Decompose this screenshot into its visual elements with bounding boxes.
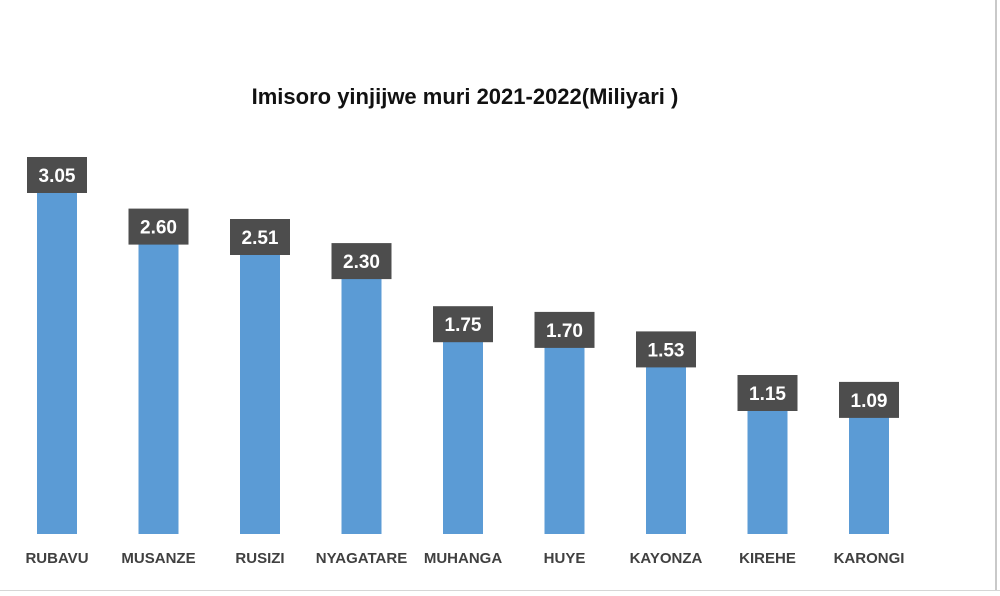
category-label-huye: HUYE xyxy=(544,550,586,567)
category-label-nyagatare: NYAGATARE xyxy=(316,550,407,567)
data-label-box-kirehe xyxy=(737,375,798,411)
bar-kirehe xyxy=(747,402,788,534)
data-label-box-rubavu xyxy=(27,157,87,193)
data-label-box-musanze xyxy=(128,208,189,245)
category-label-musanze: MUSANZE xyxy=(121,550,195,567)
data-label-box-huye xyxy=(534,311,595,348)
bottom-frame-border xyxy=(0,590,1000,591)
bar-musanze xyxy=(138,235,179,534)
bar-muhanga xyxy=(443,333,483,534)
data-label-rusizi: 2.51 xyxy=(242,228,279,249)
category-label-rubavu: RUBAVU xyxy=(25,550,88,567)
category-label-rusizi: RUSIZI xyxy=(235,550,284,567)
bar-karongi xyxy=(849,408,889,534)
category-label-kirehe: KIREHE xyxy=(739,550,796,567)
data-label-box-nyagatare xyxy=(331,243,392,280)
bar-rusizi xyxy=(240,246,280,534)
data-label-kirehe: 1.15 xyxy=(749,384,786,405)
data-label-box-rusizi xyxy=(230,219,290,255)
right-frame-border xyxy=(995,0,997,590)
data-label-box-muhanga xyxy=(433,306,493,343)
bar-rubavu xyxy=(37,184,77,534)
data-label-musanze: 2.60 xyxy=(140,218,177,239)
data-label-karongi: 1.09 xyxy=(851,391,888,412)
data-label-box-kayonza xyxy=(636,331,696,368)
data-label-muhanga: 1.75 xyxy=(445,315,482,336)
category-label-muhanga: MUHANGA xyxy=(424,550,502,567)
category-label-kayonza: KAYONZA xyxy=(630,550,703,567)
chart-title: Imisoro yinjijwe muri 2021-2022(Miliyari… xyxy=(251,84,679,109)
data-label-box-karongi xyxy=(839,381,899,418)
data-label-nyagatare: 2.30 xyxy=(343,252,380,273)
data-label-kayonza: 1.53 xyxy=(648,340,685,361)
data-label-huye: 1.70 xyxy=(546,321,583,342)
data-label-rubavu: 3.05 xyxy=(39,166,76,187)
bar-huye xyxy=(544,338,585,534)
bar-nyagatare xyxy=(341,270,382,534)
bar-kayonza xyxy=(646,358,686,534)
category-label-karongi: KARONGI xyxy=(834,550,905,567)
